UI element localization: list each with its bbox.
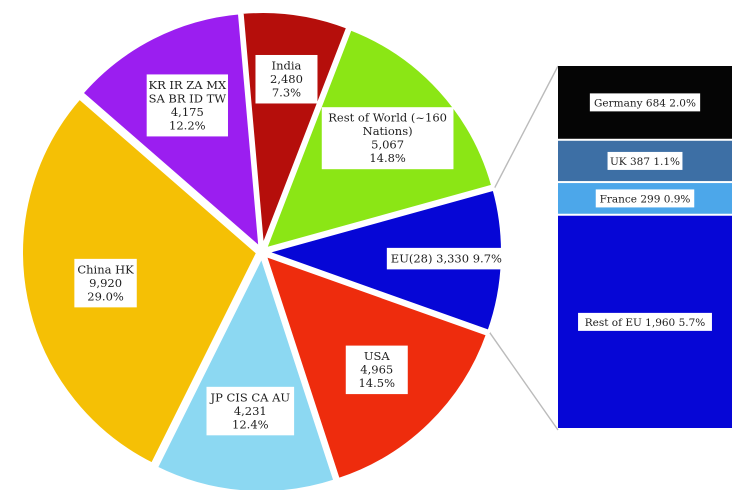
pie-slice-china-hk-label-box — [74, 258, 137, 308]
pie-slice-rest-of-world-160-label-line: Rest of World (~160 — [328, 111, 447, 125]
pie-slice-usa-label-line: 14.5% — [358, 376, 395, 390]
pie-slice-india-label-line: 2,480 — [270, 72, 303, 86]
pie-slice-rest-of-world-160-label-line: Nations) — [363, 124, 413, 138]
eu-stacked-bar: Germany 684 2.0% UK 387 1.1% France 299 0.… — [558, 66, 732, 428]
pie-slice-china-hk-label-line: 29.0% — [87, 289, 124, 303]
pie-slice-jp-cis-ca-au-label-line: 4,231 — [234, 404, 267, 418]
pie-slice-rest-of-world-160-label-line: 14.8% — [369, 151, 406, 165]
pie-slice-kr-ir-za-mx-label-line: KR IR ZA MX — [148, 78, 226, 92]
pie-slice-rest-of-world-160-label-line: 5,067 — [371, 138, 404, 152]
connector-line-top — [493, 65, 559, 190]
pie-slice-china-hk-label-line: China HK — [77, 262, 134, 276]
bar-segment-uk-label: UK 387 1.1% — [610, 156, 680, 168]
pie-slice-kr-ir-za-mx-label-line: 12.2% — [169, 118, 206, 132]
pie-slice-kr-ir-za-mx-label-line: 4,175 — [171, 105, 204, 119]
bar-segment-uk-label-box — [607, 151, 683, 170]
pie-slice-jp-cis-ca-au-label-line: 12.4% — [232, 417, 269, 431]
pie-slice-india-label-box — [255, 54, 318, 104]
bar-segment-germany-label-box — [589, 93, 701, 112]
pie-slice-china-hk-label-line: 9,920 — [89, 276, 122, 290]
pie-slice-kr-ir-za-mx-label-box — [146, 74, 228, 137]
pie-slice-usa-label-box — [345, 345, 408, 395]
connector-lines — [488, 65, 559, 431]
bar-segment-france-label: France 299 0.9% — [600, 193, 691, 205]
pie-slice-kr-ir-za-mx-label-line: SA BR ID TW — [149, 91, 227, 105]
pie-slice-rest-of-world-160-label-box — [321, 107, 454, 170]
bar-segment-rest-of-eu-label-box — [578, 312, 712, 331]
pie-slice-jp-cis-ca-au-label-box — [206, 386, 295, 436]
bar-segment-rest-of-eu-label: Rest of EU 1,960 5.7% — [585, 317, 706, 329]
pie-slice-usa-label-line: USA — [364, 349, 391, 363]
connector-line-bottom — [488, 330, 559, 431]
pie-slice-jp-cis-ca-au-label-line: JP CIS CA AU — [209, 390, 290, 404]
pie-slice-india-label-line: 7.3% — [272, 86, 301, 100]
pie-slice-china-hk — [20, 95, 260, 467]
pie-slice-india-label-line: India — [272, 59, 302, 73]
pie-slice-eu-28-3-330-9-7-label-box — [386, 247, 506, 270]
bar-segment-france-label-box — [595, 189, 695, 208]
pie-slice-usa-label-line: 4,965 — [360, 363, 393, 377]
pie-slice-eu-28-3-330-9-7-label-line: EU(28) 3,330 9.7% — [391, 251, 502, 265]
pie-slice-eu-28-3-330-9-7-label: EU(28) 3,330 9.7% — [386, 247, 506, 270]
bar-segment-germany-label: Germany 684 2.0% — [594, 97, 696, 109]
